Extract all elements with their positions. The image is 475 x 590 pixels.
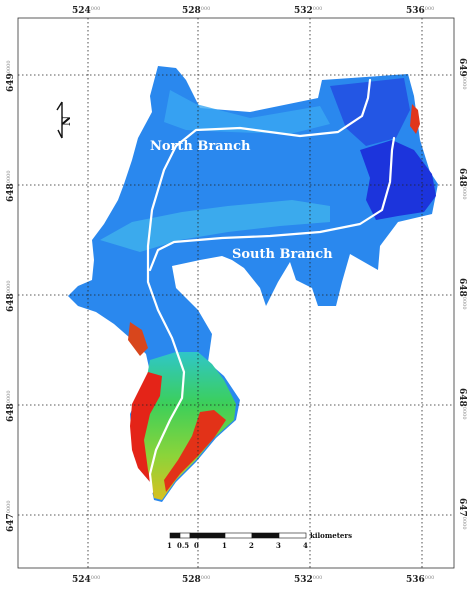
x-ticks-bottom: 524000 528000 532000 536000 — [72, 575, 434, 585]
water-deep-upper — [330, 78, 410, 146]
x-ticks-top: 524000 528000 532000 536000 — [72, 6, 434, 16]
water-red-east — [164, 410, 226, 492]
y-ticks-left: 6490000 6480000 6480000 6480000 6470000 — [6, 60, 16, 532]
south-branch-line — [148, 136, 396, 272]
scale-seg-1 — [169, 532, 181, 539]
y-tick-left-4: 6480000 — [6, 390, 16, 422]
y-ticks-right: 6490000 6480000 6480000 6480000 6470000 — [457, 58, 467, 530]
y-tick-left-5: 6470000 — [6, 500, 16, 532]
scale-unit: kilometers — [310, 531, 352, 540]
y-tick-right-3: 6480000 — [457, 278, 467, 310]
scale-label-k1: 1 — [222, 541, 227, 550]
scale-seg-6 — [251, 532, 280, 539]
water-shallow-central — [100, 200, 330, 252]
north-arrow-letter: N — [60, 116, 73, 126]
water-red-west — [130, 372, 162, 496]
scale-label-k3: 3 — [276, 541, 281, 550]
water-red-shore — [128, 322, 148, 356]
scale-label-0: 0 — [194, 541, 199, 550]
x-tick-top-532: 532000 — [294, 6, 322, 16]
branch-lines — [146, 78, 396, 494]
scale-seg-4 — [197, 532, 226, 539]
scale-seg-2 — [179, 532, 191, 539]
grid — [18, 18, 454, 568]
y-tick-left-1: 6490000 — [6, 60, 16, 92]
y-tick-right-4: 6480000 — [457, 388, 467, 420]
scale-label-k2: 2 — [249, 541, 254, 550]
north-branch-line — [146, 78, 372, 494]
water-body — [68, 66, 438, 502]
y-tick-left-2: 6480000 — [6, 170, 16, 202]
scale-seg-3 — [189, 532, 199, 539]
x-tick-bottom-528: 528000 — [182, 575, 210, 585]
x-tick-bottom-536: 536000 — [406, 575, 434, 585]
x-tick-bottom-532: 532000 — [294, 575, 322, 585]
water-deep-east — [360, 140, 436, 220]
scale-label-0-5: 0.5 — [177, 541, 189, 550]
x-tick-top-528: 528000 — [182, 6, 210, 16]
x-tick-top-536: 536000 — [406, 6, 434, 16]
north-arrow-icon — [56, 101, 63, 139]
x-tick-bottom-524: 524000 — [72, 575, 100, 585]
scale-seg-5 — [224, 532, 253, 539]
scale-label-1: 1 — [167, 541, 172, 550]
x-tick-top-524: 524000 — [72, 6, 100, 16]
y-tick-right-5: 6470000 — [457, 498, 467, 530]
scale-label-k4: 4 — [303, 541, 308, 550]
y-tick-left-3: 6480000 — [6, 280, 16, 312]
scale-bar: 1 0.5 0 1 2 3 4 kilometers — [167, 531, 352, 550]
water-shallow-north — [164, 90, 330, 134]
water-red-ne — [410, 104, 420, 134]
y-tick-right-2: 6480000 — [457, 168, 467, 200]
scale-seg-7 — [278, 532, 307, 539]
north-arrow: N — [56, 101, 73, 139]
south-branch-label: South Branch — [232, 247, 333, 262]
north-branch-label: North Branch — [150, 139, 251, 154]
y-tick-right-1: 6490000 — [457, 58, 467, 90]
